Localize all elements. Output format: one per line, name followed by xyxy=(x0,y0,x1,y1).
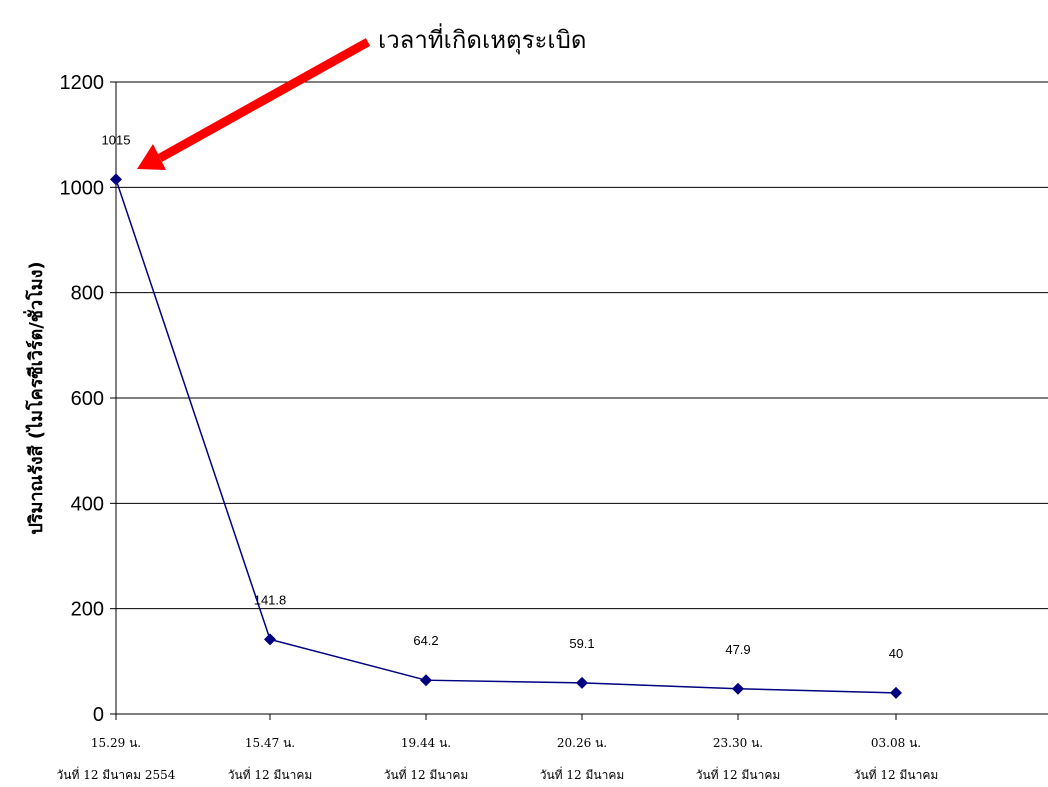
data-point-marker xyxy=(420,674,432,687)
gridlines xyxy=(116,81,1048,610)
y-tick-label: 1200 xyxy=(60,72,105,94)
x-tick-label-date: วันที่ 12 มีนาคม xyxy=(384,766,469,782)
data-label: 47.9 xyxy=(725,642,750,657)
data-point-marker xyxy=(264,633,276,646)
data-point-marker xyxy=(110,173,122,186)
y-tick-label: 800 xyxy=(71,283,104,305)
y-tick-label: 0 xyxy=(93,704,104,726)
y-tick-label: 1000 xyxy=(60,177,105,199)
series-markers xyxy=(110,173,902,699)
x-tick-label-date: วันที่ 12 มีนาคม xyxy=(854,766,939,782)
y-axis-title: ปริมาณรังสี (ไมโครซีเวิร์ต/ชั่วโมง) xyxy=(23,261,47,534)
data-point-marker xyxy=(890,686,902,699)
data-label: 59.1 xyxy=(569,636,594,651)
data-point-marker xyxy=(576,676,588,689)
annotation-text: เวลาที่เกิดเหตุระเบิด xyxy=(378,23,586,55)
y-tick-label: 200 xyxy=(71,599,104,621)
x-tick-label-date: วันที่ 12 มีนาคม 2554 xyxy=(57,766,176,782)
x-tick-label-time: 23.30 น. xyxy=(713,736,763,750)
data-label: 1015 xyxy=(102,132,131,147)
x-tick-label-date: วันที่ 12 มีนาคม xyxy=(540,766,625,782)
data-label: 40 xyxy=(889,646,903,661)
x-tick-label-date: วันที่ 12 มีนาคม xyxy=(696,766,781,782)
annotation: เวลาที่เกิดเหตุระเบิด xyxy=(137,23,586,170)
x-tick-label-time: 15.47 น. xyxy=(245,736,295,750)
data-label: 64.2 xyxy=(413,633,438,648)
annotation-arrow-shaft xyxy=(157,38,371,162)
y-tick-label: 400 xyxy=(71,493,104,515)
x-tick-label-date: วันที่ 12 มีนาคม xyxy=(228,766,313,782)
y-tick-labels: 0 200 400 600 800 1000 1200 xyxy=(60,72,116,726)
series-line xyxy=(115,179,897,694)
x-tick-label-time: 15.29 น. xyxy=(91,736,141,750)
data-point-marker xyxy=(732,682,744,695)
y-tick-label: 600 xyxy=(71,388,104,410)
x-tick-label-time: 03.08 น. xyxy=(871,736,921,750)
data-labels: 1015 141.8 64.2 59.1 47.9 40 xyxy=(102,132,904,661)
annotation-arrow-head xyxy=(137,144,166,170)
data-label: 141.8 xyxy=(254,592,287,607)
x-tick-label-time: 20.26 น. xyxy=(557,736,607,750)
x-tick-labels: 15.29 น. วันที่ 12 มีนาคม 2554 15.47 น. วัน… xyxy=(57,714,939,782)
x-tick-label-time: 19.44 น. xyxy=(401,736,451,750)
